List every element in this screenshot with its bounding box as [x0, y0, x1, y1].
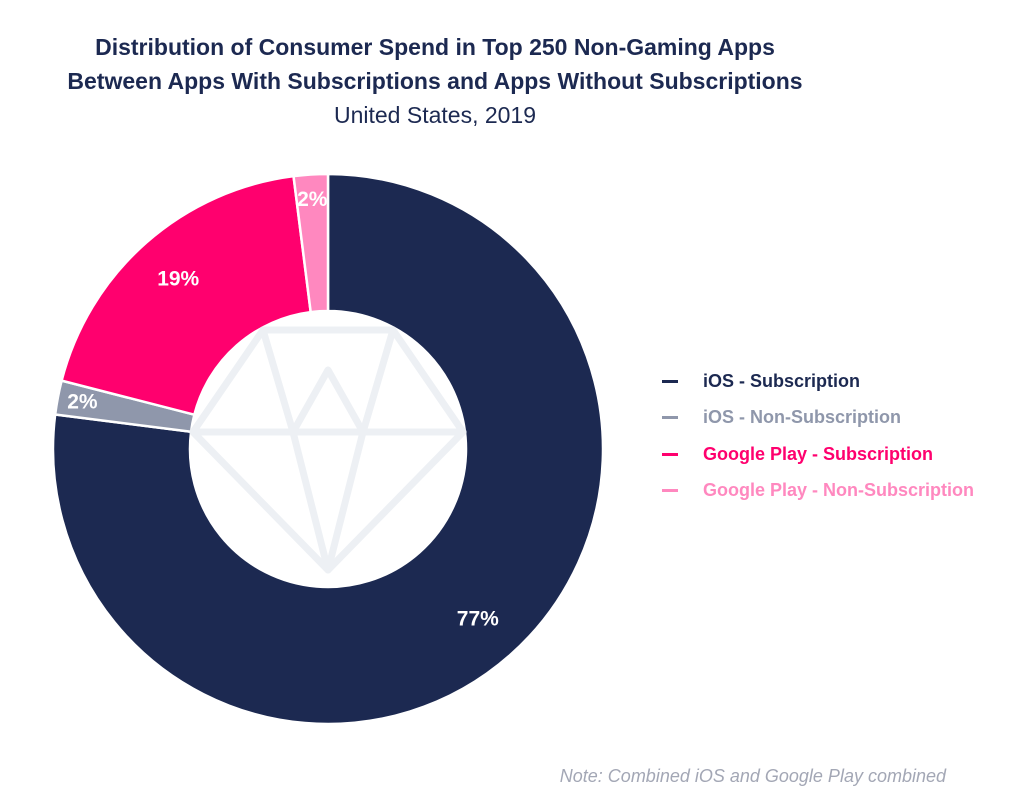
legend-swatch [662, 489, 678, 493]
slice-label-2: 2% [67, 391, 98, 414]
chart-header: Distribution of Consumer Spend in Top 25… [0, 30, 870, 132]
legend-label: Google Play - Subscription [703, 443, 934, 464]
slice-label-3: 19% [157, 268, 199, 291]
legend-item-1: iOS - Subscription [662, 363, 974, 400]
chart-title-line-1: Distribution of Consumer Spend in Top 25… [95, 34, 775, 60]
chart-legend: iOS - Subscription iOS - Non-Subscription… [662, 363, 974, 509]
slice-label-4: 2% [297, 188, 328, 211]
slice-labels: 77% 2% 19% 2% [67, 188, 499, 630]
legend-label: iOS - Non-Subscription [703, 407, 901, 428]
chart-note: Note: Combined iOS and Google Play combi… [559, 766, 946, 786]
legend-item-3: Google Play - Subscription [662, 436, 974, 473]
donut-slice-4 [292, 172, 330, 314]
diamond-icon [189, 326, 467, 574]
donut-slice-3 [60, 174, 312, 416]
legend-swatch [662, 452, 678, 456]
donut-slice-1 [51, 172, 605, 726]
legend-label: iOS - Subscription [703, 370, 861, 391]
donut-slices [51, 172, 605, 726]
legend-item-2: iOS - Non-Subscription [662, 400, 974, 437]
chart-subtitle: United States, 2019 [333, 102, 537, 128]
slice-label-1: 77% [457, 607, 499, 630]
legend-item-4: Google Play - Non-Subscription [662, 473, 974, 510]
chart-title-line-2: Between Apps With Subscriptions and Apps… [67, 68, 803, 94]
legend-label: Google Play - Non-Subscription [703, 480, 975, 501]
legend-swatch [662, 416, 678, 420]
legend-swatch [662, 379, 678, 383]
